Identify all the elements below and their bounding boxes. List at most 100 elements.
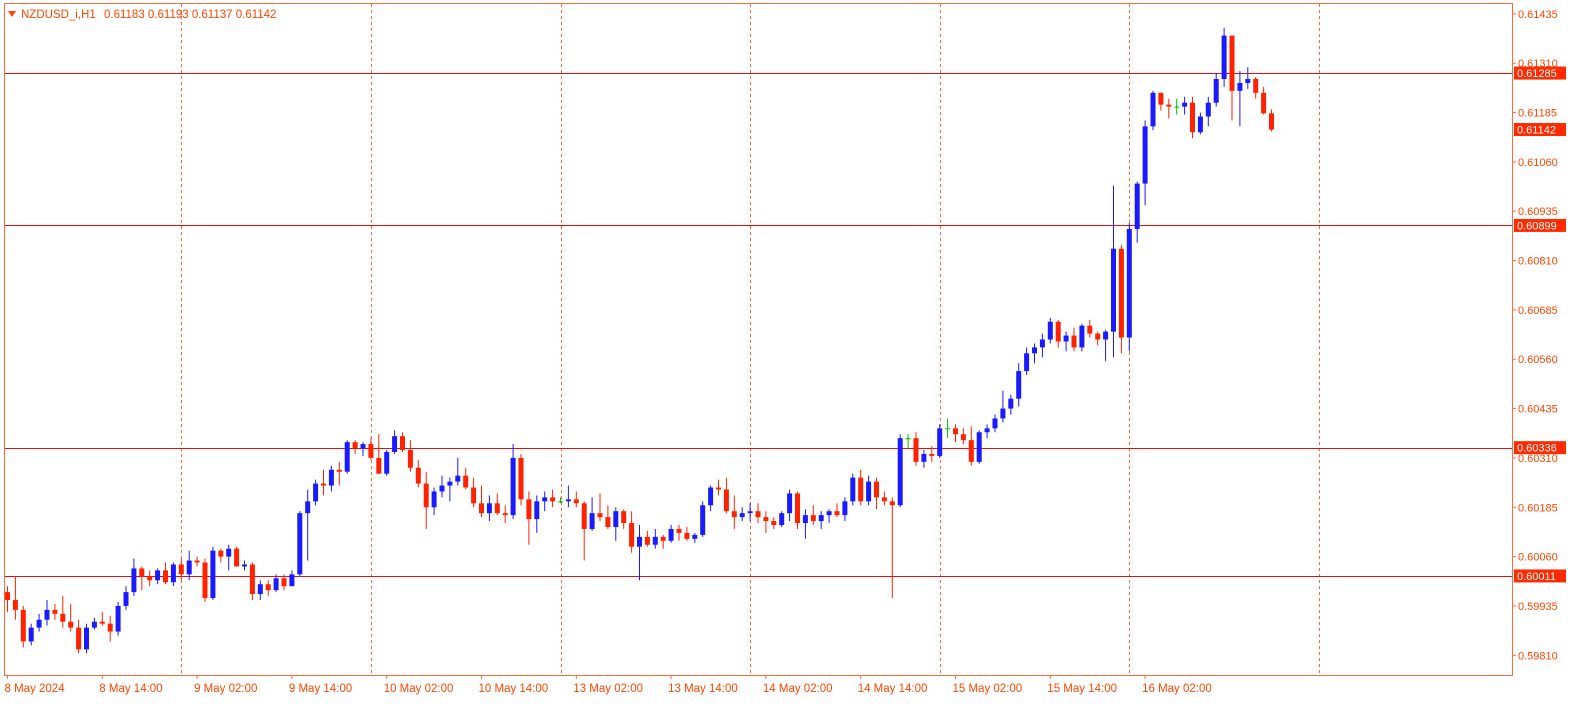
candle bbox=[1071, 327, 1077, 352]
candle bbox=[1142, 120, 1148, 206]
candle-body bbox=[755, 511, 761, 518]
candle-body bbox=[1079, 325, 1085, 348]
candle-body bbox=[28, 627, 34, 642]
candle bbox=[178, 558, 184, 581]
candle-body bbox=[44, 609, 50, 620]
x-tick-label: 13 May 14:00 bbox=[668, 683, 738, 695]
candle bbox=[779, 511, 785, 527]
candle bbox=[700, 501, 706, 537]
candle bbox=[945, 418, 951, 439]
candle bbox=[1039, 333, 1045, 358]
candle bbox=[170, 562, 176, 587]
candle bbox=[755, 503, 761, 524]
candle-body bbox=[178, 564, 184, 575]
candle-body bbox=[289, 574, 295, 587]
candle-body bbox=[1229, 35, 1235, 91]
candle bbox=[889, 497, 895, 599]
candle bbox=[992, 414, 998, 433]
candle bbox=[1047, 317, 1053, 344]
candle bbox=[810, 505, 816, 526]
candle-body bbox=[779, 513, 785, 526]
candle-body bbox=[1190, 102, 1195, 133]
candle bbox=[660, 534, 666, 549]
candle bbox=[52, 603, 58, 620]
candle-body bbox=[1047, 321, 1053, 340]
candle-body bbox=[107, 623, 113, 632]
candle-body bbox=[573, 499, 579, 504]
candle-body bbox=[344, 442, 350, 472]
candle bbox=[297, 511, 303, 577]
candle-body bbox=[826, 511, 832, 516]
candle bbox=[1150, 90, 1156, 131]
candle-body bbox=[629, 523, 635, 547]
candle-body bbox=[447, 481, 453, 486]
candle bbox=[534, 495, 540, 533]
candle-body bbox=[1166, 104, 1172, 107]
candle bbox=[1182, 96, 1188, 115]
candle-body bbox=[1095, 333, 1101, 340]
candle bbox=[1253, 77, 1259, 99]
candle-body bbox=[360, 444, 366, 449]
candle-body bbox=[494, 503, 500, 514]
candle bbox=[1158, 92, 1164, 111]
candle bbox=[581, 501, 587, 561]
candle-body bbox=[739, 513, 745, 518]
candle bbox=[463, 467, 469, 490]
candle bbox=[423, 471, 429, 529]
candle-body bbox=[415, 467, 421, 484]
candle-body bbox=[471, 487, 477, 504]
candle bbox=[676, 525, 682, 541]
candle bbox=[1190, 96, 1195, 139]
candle-body bbox=[99, 621, 105, 624]
candle-body bbox=[723, 489, 729, 512]
x-tick-label: 9 May 14:00 bbox=[289, 683, 352, 695]
candle bbox=[392, 430, 398, 454]
candle-body bbox=[810, 515, 816, 522]
candle bbox=[597, 493, 603, 522]
candle-body bbox=[795, 493, 800, 524]
candle-body bbox=[400, 436, 405, 451]
candle-body bbox=[1158, 92, 1164, 105]
candle-body bbox=[802, 515, 808, 524]
candle bbox=[210, 546, 216, 601]
x-tick-label: 8 May 2024 bbox=[5, 683, 66, 695]
candle bbox=[858, 469, 864, 506]
candle bbox=[447, 477, 453, 502]
candle bbox=[1079, 323, 1085, 352]
candle-body bbox=[305, 501, 311, 514]
x-tick-label: 16 May 02:00 bbox=[1142, 683, 1212, 695]
candle bbox=[186, 550, 192, 581]
candle bbox=[929, 446, 935, 462]
candle bbox=[479, 485, 484, 518]
candle bbox=[1126, 223, 1132, 352]
candle-body bbox=[960, 434, 966, 441]
dropdown-triangle-icon bbox=[8, 11, 16, 17]
candle bbox=[826, 509, 832, 524]
candle-body bbox=[1016, 371, 1022, 399]
candle bbox=[115, 601, 121, 636]
candle-body bbox=[929, 453, 935, 456]
y-tick-label: 0.60060 bbox=[1518, 552, 1558, 564]
candle-body bbox=[518, 457, 524, 500]
candle-body bbox=[1071, 335, 1077, 348]
y-tick-label: 0.61060 bbox=[1518, 157, 1558, 169]
candle bbox=[344, 440, 350, 474]
candle bbox=[953, 424, 958, 443]
y-tick-label: 0.60685 bbox=[1518, 305, 1558, 317]
candle bbox=[1111, 185, 1116, 358]
candle-body bbox=[731, 511, 737, 518]
candle bbox=[605, 505, 611, 529]
candle-body bbox=[463, 475, 469, 488]
candle bbox=[1237, 71, 1243, 127]
candle bbox=[787, 489, 793, 522]
candle-body bbox=[155, 570, 161, 581]
candle bbox=[1197, 112, 1203, 135]
candle bbox=[850, 473, 856, 506]
candle bbox=[44, 600, 50, 626]
candle bbox=[76, 619, 82, 654]
candle-body bbox=[1008, 398, 1014, 409]
candle bbox=[60, 596, 66, 628]
y-tick-label: 0.59935 bbox=[1518, 601, 1558, 613]
candle-body bbox=[218, 550, 224, 557]
